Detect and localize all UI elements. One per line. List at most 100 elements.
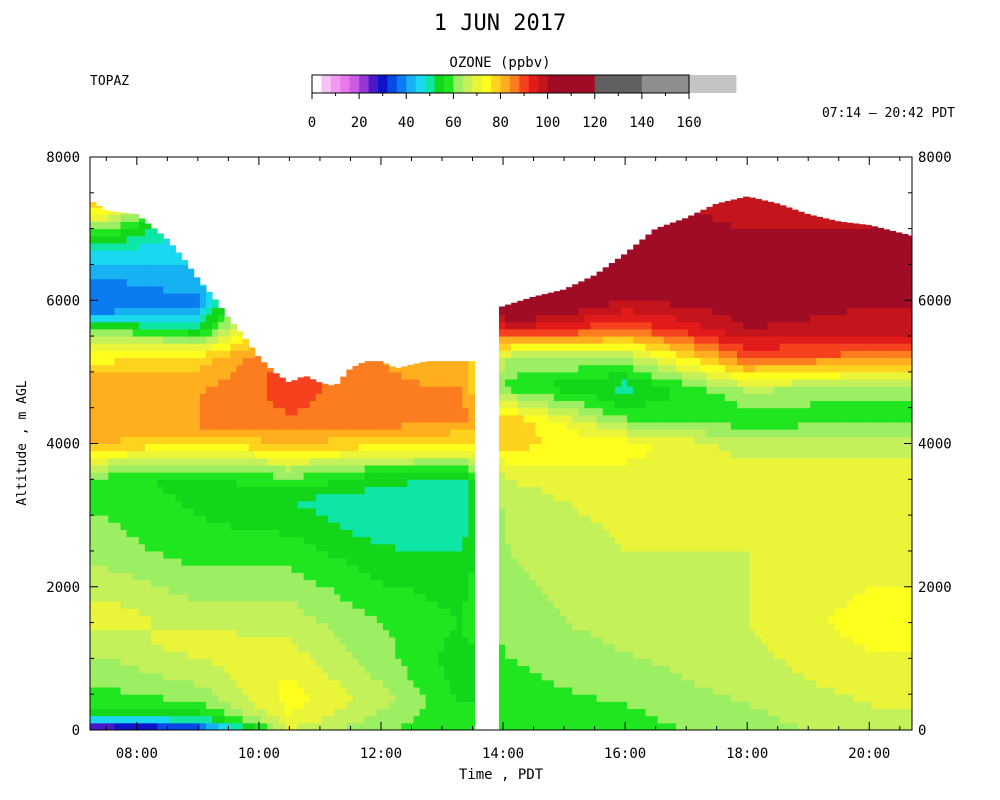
ozone-cell xyxy=(413,536,421,545)
ozone-cell xyxy=(273,658,280,667)
ozone-cell xyxy=(120,500,128,509)
ozone-cell xyxy=(523,479,530,487)
ozone-cell xyxy=(621,364,628,373)
ozone-cell xyxy=(218,572,225,581)
ozone-cell xyxy=(181,608,189,616)
ozone-cell xyxy=(151,658,158,667)
ozone-cell xyxy=(462,361,469,366)
ozone-cell xyxy=(126,250,134,258)
ozone-cell xyxy=(559,321,567,330)
ozone-cell xyxy=(157,658,164,667)
ozone-cell xyxy=(205,350,213,359)
ozone-cell xyxy=(96,536,103,545)
ozone-cell xyxy=(523,457,530,466)
ozone-cell xyxy=(224,407,231,416)
ozone-cell xyxy=(340,515,347,523)
ozone-cell xyxy=(157,350,164,359)
ozone-cell xyxy=(193,601,201,609)
ozone-cell xyxy=(621,651,628,659)
ozone-cell xyxy=(578,464,585,473)
ozone-cell xyxy=(614,601,622,609)
ozone-cell xyxy=(547,708,555,717)
ozone-cell xyxy=(114,486,122,495)
ozone-cell xyxy=(260,694,268,702)
ozone-cell xyxy=(291,636,299,645)
ozone-cell xyxy=(279,407,286,416)
ozone-cell xyxy=(254,550,262,559)
ozone-cell xyxy=(395,636,402,645)
ozone-cell xyxy=(553,550,561,559)
ozone-cell xyxy=(236,636,244,645)
ozone-cell xyxy=(614,687,622,695)
ozone-cell xyxy=(303,629,311,638)
ozone-cell xyxy=(187,386,195,394)
ozone-cell xyxy=(578,429,585,437)
ozone-cell xyxy=(419,672,427,681)
ozone-cell xyxy=(511,558,518,566)
ozone-cell xyxy=(547,543,555,552)
ozone-cell xyxy=(517,486,524,495)
ozone-cell xyxy=(559,371,567,380)
ozone-cell xyxy=(169,644,176,652)
ozone-cell xyxy=(90,414,97,423)
ozone-cell xyxy=(291,429,299,437)
ozone-cell xyxy=(621,665,628,674)
ozone-cell xyxy=(608,472,616,480)
ozone-cell xyxy=(590,314,598,323)
ozone-cell xyxy=(566,672,573,681)
ozone-cell xyxy=(584,371,592,380)
ozone-cell xyxy=(559,493,567,502)
ozone-cell xyxy=(205,371,213,380)
ozone-cell xyxy=(413,393,421,402)
ozone-cell xyxy=(437,472,445,480)
ozone-cell xyxy=(151,565,158,573)
ozone-cell xyxy=(144,379,152,387)
ozone-cell xyxy=(126,679,134,688)
ozone-cell xyxy=(236,672,244,681)
ozone-cell xyxy=(566,572,573,581)
ozone-cell xyxy=(291,443,299,452)
ozone-cell xyxy=(590,658,598,667)
ozone-cell xyxy=(102,250,109,258)
ozone-cell xyxy=(230,400,237,409)
ozone-cell xyxy=(334,601,341,609)
ozone-cell xyxy=(236,722,244,731)
ozone-cell xyxy=(163,457,170,466)
ozone-cell xyxy=(163,500,170,509)
ozone-cell xyxy=(547,601,555,609)
ozone-cell xyxy=(346,622,353,631)
ozone-cell xyxy=(547,436,555,444)
ozone-cell xyxy=(602,450,610,459)
ozone-cell xyxy=(529,321,537,330)
ozone-cell xyxy=(358,371,366,380)
ozone-cell xyxy=(267,629,274,638)
colorbar-tick-label: 140 xyxy=(629,115,654,131)
ozone-cell xyxy=(578,293,585,301)
ozone-cell xyxy=(614,436,622,444)
ozone-cell xyxy=(205,644,213,652)
ozone-cell xyxy=(334,457,341,466)
ozone-cell xyxy=(596,543,604,552)
ozone-cell xyxy=(291,658,299,667)
ozone-cell xyxy=(114,593,122,602)
ozone-cell xyxy=(303,694,311,702)
ozone-cell xyxy=(175,321,183,330)
ozone-cell xyxy=(382,615,390,624)
ozone-cell xyxy=(389,636,396,645)
ozone-cell xyxy=(535,529,543,538)
ozone-cell xyxy=(138,393,146,402)
ozone-cell xyxy=(590,350,598,359)
ozone-cell xyxy=(614,371,622,380)
ozone-cell xyxy=(425,579,433,588)
ozone-cell xyxy=(608,679,616,688)
ozone-cell xyxy=(419,615,427,624)
ozone-cell xyxy=(431,644,439,652)
ozone-cell xyxy=(401,615,408,624)
ozone-cell xyxy=(90,386,97,394)
ozone-cell xyxy=(566,407,573,416)
ozone-cell xyxy=(553,291,561,294)
ozone-cell xyxy=(175,364,183,373)
ozone-cell xyxy=(425,687,433,695)
ozone-cell xyxy=(169,422,176,430)
ozone-cell xyxy=(523,550,530,559)
